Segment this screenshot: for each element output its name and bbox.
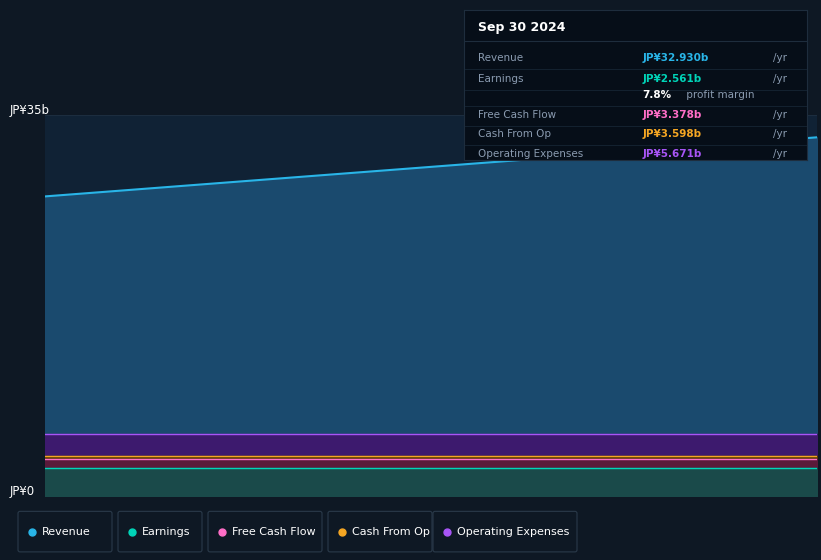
Text: JP¥3.378b: JP¥3.378b [642, 110, 702, 120]
Text: /yr: /yr [773, 110, 787, 120]
Text: JP¥32.930b: JP¥32.930b [642, 53, 709, 63]
Text: Operating Expenses: Operating Expenses [478, 148, 583, 158]
Text: profit margin: profit margin [684, 90, 755, 100]
Text: Revenue: Revenue [478, 53, 523, 63]
Text: Cash From Op: Cash From Op [478, 129, 551, 139]
FancyBboxPatch shape [18, 511, 112, 552]
Text: Operating Expenses: Operating Expenses [457, 526, 570, 536]
Text: Earnings: Earnings [478, 73, 523, 83]
FancyBboxPatch shape [328, 511, 432, 552]
Text: Cash From Op: Cash From Op [352, 526, 430, 536]
Text: /yr: /yr [773, 53, 787, 63]
Text: JP¥35b: JP¥35b [10, 104, 50, 117]
Text: JP¥2.561b: JP¥2.561b [642, 73, 702, 83]
Text: Free Cash Flow: Free Cash Flow [232, 526, 315, 536]
Text: JP¥0: JP¥0 [10, 485, 35, 498]
Text: /yr: /yr [773, 129, 787, 139]
Text: 7.8%: 7.8% [642, 90, 672, 100]
Text: Free Cash Flow: Free Cash Flow [478, 110, 556, 120]
Text: JP¥5.671b: JP¥5.671b [642, 148, 702, 158]
FancyBboxPatch shape [118, 511, 202, 552]
Text: /yr: /yr [773, 148, 787, 158]
Text: Earnings: Earnings [142, 526, 190, 536]
Text: /yr: /yr [773, 73, 787, 83]
FancyBboxPatch shape [208, 511, 322, 552]
FancyBboxPatch shape [433, 511, 577, 552]
Text: Sep 30 2024: Sep 30 2024 [478, 21, 565, 34]
Text: JP¥3.598b: JP¥3.598b [642, 129, 701, 139]
Text: Revenue: Revenue [42, 526, 91, 536]
